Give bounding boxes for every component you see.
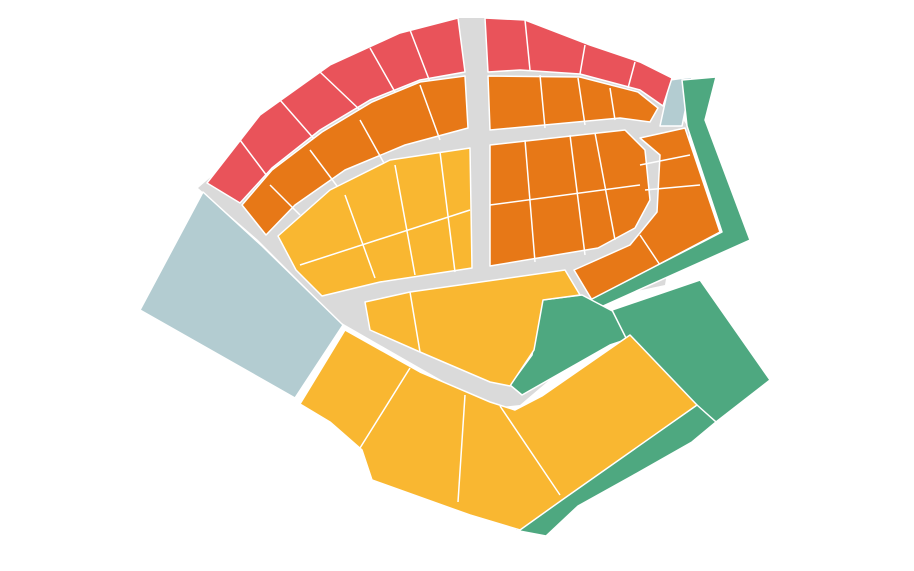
orange-parcel-block: [487, 75, 659, 131]
red-parcel-block: [484, 17, 673, 107]
yellow-parcel-block: [299, 329, 698, 531]
orange-parcel-block: [489, 129, 651, 267]
yellow-parcel-block: [277, 147, 473, 297]
parcel-divider: [239, 19, 636, 181]
red-parcel-block: [206, 17, 466, 204]
orange-parcel-block: [241, 75, 469, 236]
open-space-parcel: [139, 191, 344, 399]
yellow-parcel-block: [364, 269, 581, 387]
parcel-divider: [269, 74, 701, 266]
orange-parcel-block: [573, 127, 721, 301]
